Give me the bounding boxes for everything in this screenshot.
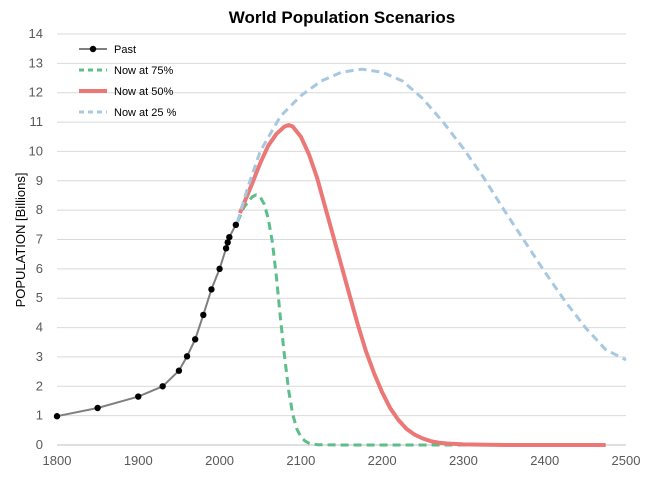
x-tick-label-2300: 2300 xyxy=(449,453,478,468)
data-point-0-10 xyxy=(222,245,230,252)
series-2 xyxy=(238,123,606,447)
series-3 xyxy=(236,67,627,362)
data-point-0-6 xyxy=(191,336,199,343)
data-point-0-7 xyxy=(200,311,207,319)
y-tick-label-5: 5 xyxy=(36,290,43,305)
y-tick-label-14: 14 xyxy=(29,26,43,41)
x-tick-label-2100: 2100 xyxy=(286,453,315,468)
data-point-0-4 xyxy=(175,367,183,374)
data-series xyxy=(53,67,627,447)
x-tick-label-1800: 1800 xyxy=(43,453,72,468)
x-tick-label-2000: 2000 xyxy=(205,453,234,468)
y-tick-label-4: 4 xyxy=(36,320,43,335)
y-tick-label-11: 11 xyxy=(30,114,44,129)
y-tick-label-13: 13 xyxy=(29,55,43,70)
data-point-0-0 xyxy=(53,413,61,420)
y-tick-label-10: 10 xyxy=(29,143,43,158)
y-tick-label-6: 6 xyxy=(36,261,43,276)
data-point-0-2 xyxy=(135,393,142,400)
series-line-1 xyxy=(236,193,505,447)
y-tick-label-7: 7 xyxy=(36,232,43,247)
series-1 xyxy=(236,193,505,447)
legend-label-3: Now at 25 % xyxy=(114,107,177,119)
x-tick-label-2500: 2500 xyxy=(612,453,641,468)
x-tick-label-2400: 2400 xyxy=(530,453,559,468)
series-0 xyxy=(53,221,240,420)
data-point-0-13 xyxy=(232,221,240,229)
data-point-0-9 xyxy=(216,265,223,273)
y-tick-label-0: 0 xyxy=(36,437,43,452)
chart-title: World Population Scenarios xyxy=(228,8,456,27)
y-tick-label-12: 12 xyxy=(29,85,43,100)
legend-label-1: Now at 75% xyxy=(114,65,174,77)
legend: Past Now at 75% Now at 50% Now at 25 % xyxy=(79,44,177,119)
gridlines xyxy=(57,33,626,446)
y-tick-label-3: 3 xyxy=(36,349,43,364)
legend-marker-0 xyxy=(89,45,97,53)
y-tick-label-2: 2 xyxy=(36,378,43,393)
y-tick-label-8: 8 xyxy=(36,202,43,217)
data-point-0-3 xyxy=(159,383,166,390)
legend-label-0: Past xyxy=(114,44,136,56)
series-line-3 xyxy=(236,67,627,362)
data-point-0-8 xyxy=(208,286,215,293)
x-tick-label-2200: 2200 xyxy=(368,453,397,468)
data-point-0-1 xyxy=(94,404,101,412)
y-tick-label-9: 9 xyxy=(36,173,43,188)
data-point-0-5 xyxy=(183,353,191,360)
series-line-2 xyxy=(238,123,606,447)
data-point-0-11 xyxy=(224,239,231,246)
data-point-0-12 xyxy=(226,233,233,241)
y-tick-label-1: 1 xyxy=(36,408,43,423)
y-axis-title: POPULATION [Billions] xyxy=(13,173,28,308)
legend-label-2: Now at 50% xyxy=(114,86,174,98)
series-line-0 xyxy=(56,224,237,418)
x-tick-label-1900: 1900 xyxy=(124,453,153,468)
